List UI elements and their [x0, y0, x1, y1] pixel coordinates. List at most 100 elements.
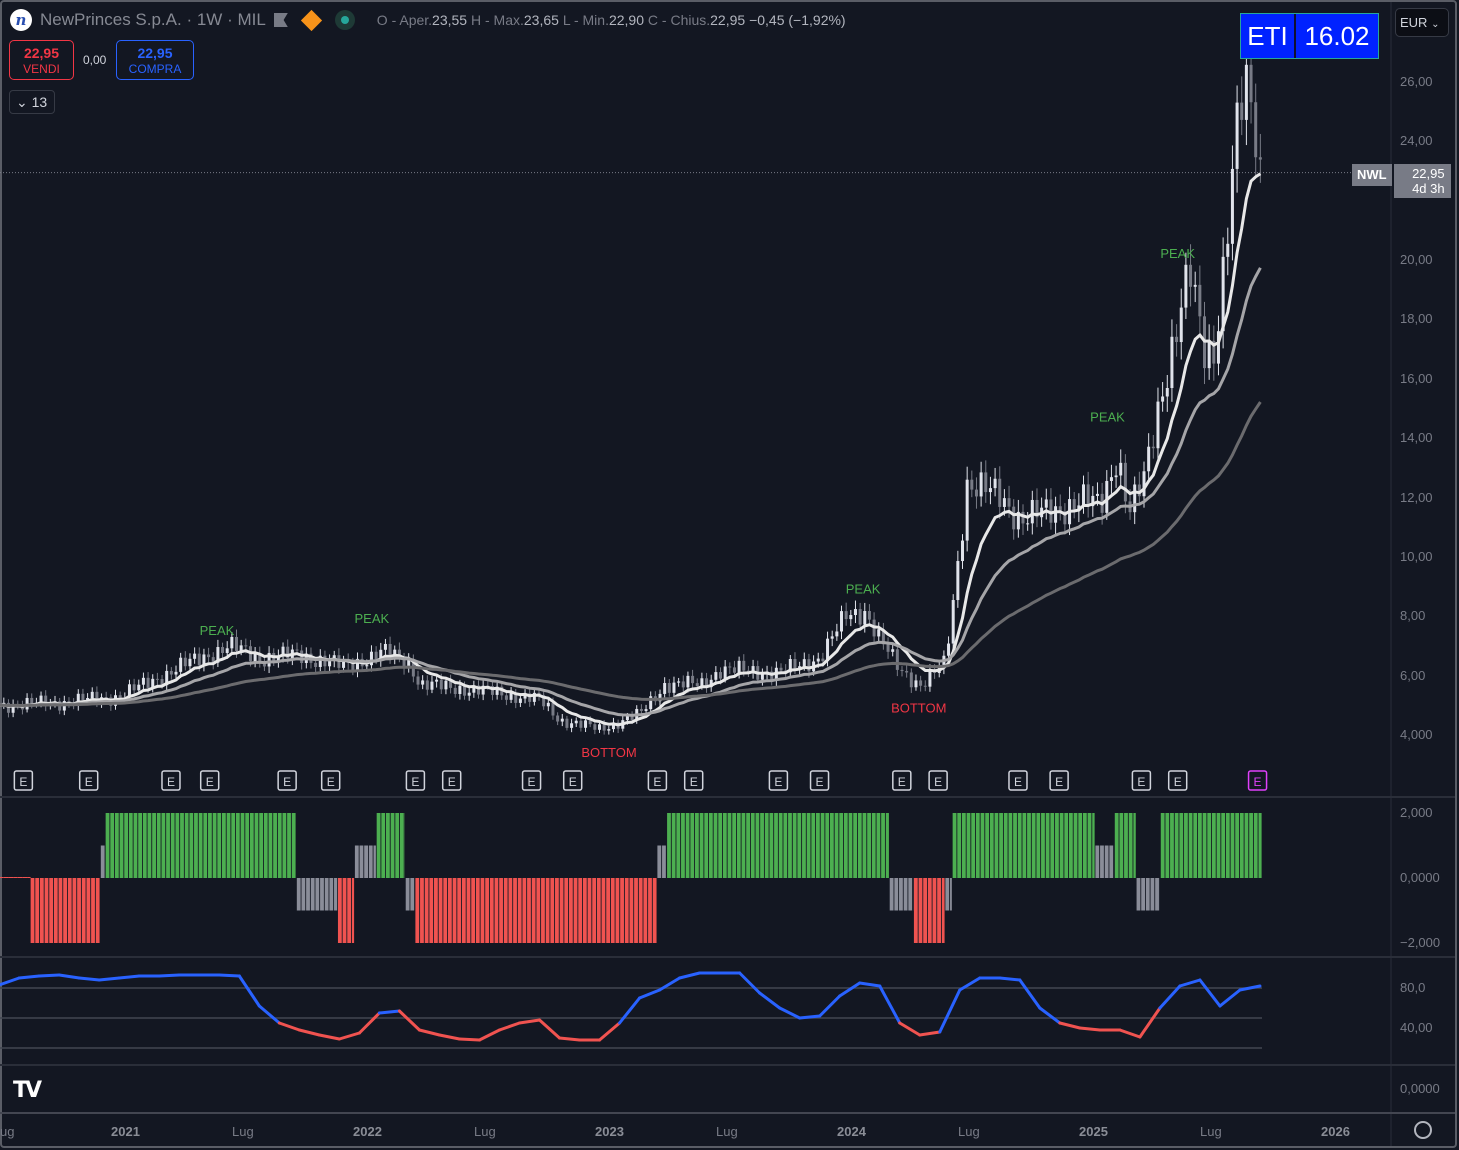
time-axis-label: Lug	[474, 1124, 496, 1139]
histogram-bar	[77, 878, 81, 943]
histogram-bar	[1045, 813, 1050, 878]
candle-body	[490, 686, 494, 695]
histogram-bar	[681, 813, 685, 878]
candle-body	[351, 662, 355, 672]
histogram-bar	[871, 813, 876, 878]
histogram-axis-label: 0,0000	[1400, 870, 1440, 885]
candle-body	[407, 659, 411, 669]
oscillator-segment	[618, 996, 642, 1025]
symbol-title[interactable]: NewPrinces S.p.A. · 1W · MIL	[40, 10, 266, 29]
histogram-bar	[876, 813, 881, 878]
histogram-bar	[499, 878, 503, 943]
histogram-bar	[67, 878, 72, 943]
settings-icon[interactable]	[1414, 1121, 1432, 1139]
candle-body	[737, 660, 741, 673]
oscillator-segment	[1038, 1006, 1062, 1025]
histogram-bar	[133, 813, 138, 878]
histogram-bar	[657, 845, 662, 878]
candle-body	[560, 718, 564, 722]
peak-label: PEAK	[354, 611, 389, 626]
histogram-bar	[1150, 878, 1155, 911]
candle-body	[802, 659, 806, 667]
earnings-marker	[1247, 770, 1268, 791]
histogram-bar	[662, 845, 666, 878]
histogram-bar	[610, 878, 615, 943]
peak-label: PEAK	[846, 581, 881, 596]
oscillator-segment	[217, 973, 241, 978]
histogram-bar	[359, 845, 364, 878]
candle-body	[127, 684, 131, 698]
oscillator-segment	[37, 973, 61, 978]
histogram-bar	[806, 813, 811, 878]
histogram-bar	[937, 878, 941, 943]
time-axis-label: Lug	[958, 1124, 980, 1139]
candle-body	[1091, 495, 1095, 507]
diamond-icon	[300, 9, 322, 31]
histogram-bar	[376, 813, 381, 878]
candle-body	[788, 658, 792, 673]
candle-body	[1230, 168, 1234, 244]
histogram-bar	[1211, 813, 1216, 878]
candle-body	[369, 651, 373, 666]
sell-button[interactable]: 22,95 VENDI	[9, 40, 74, 80]
candle-body	[751, 666, 755, 673]
candle-body	[1161, 396, 1165, 402]
candle-body	[602, 724, 606, 731]
buy-button[interactable]: 22,95 COMPRA	[116, 40, 194, 80]
candle-body	[1063, 511, 1067, 525]
oscillator-segment	[998, 976, 1022, 982]
oscillator-segment	[397, 1009, 421, 1032]
symbol-header: n NewPrinces S.p.A. · 1W · MIL O - Aper.…	[10, 9, 846, 31]
candle-body	[858, 609, 862, 625]
oscillator-segment	[758, 991, 782, 1010]
histogram-bar	[568, 878, 573, 943]
currency-selector[interactable]: EUR ⌄	[1395, 8, 1449, 37]
earnings-marker-label: E	[898, 775, 906, 789]
candle-body	[449, 680, 453, 688]
histogram-bar	[1216, 813, 1221, 878]
histogram-bar	[434, 878, 438, 943]
indicators-toggle[interactable]: ⌄ 13	[9, 90, 55, 114]
oscillator-segment	[798, 1014, 822, 1020]
histogram-bar	[1059, 813, 1064, 878]
histogram-bar	[894, 878, 899, 911]
candle-body	[1254, 102, 1258, 158]
oscillator-segment	[818, 994, 842, 1018]
candle-body	[504, 695, 508, 700]
oscillator-segment	[658, 976, 682, 992]
flag-icon[interactable]	[273, 13, 288, 27]
histogram-bar	[1119, 813, 1124, 878]
histogram-bar	[564, 878, 569, 943]
histogram-bar	[1230, 813, 1235, 878]
histogram-bar	[480, 878, 485, 943]
histogram-bar	[596, 878, 601, 943]
moving-average-medium	[0, 267, 1262, 717]
histogram-bar	[573, 878, 578, 943]
candle-body	[867, 611, 871, 620]
earnings-marker	[1049, 770, 1069, 791]
tradingview-logo[interactable]: TV	[13, 1078, 42, 1103]
earnings-marker	[13, 770, 34, 791]
candle-body	[76, 693, 80, 706]
histogram-bar	[354, 845, 359, 878]
candle-body	[393, 649, 397, 658]
chevron-down-icon: ⌄	[16, 94, 28, 110]
candle-body	[732, 667, 736, 673]
price-axis-label: 26,00	[1400, 74, 1433, 90]
earnings-marker	[521, 770, 542, 791]
oscillator-segment	[57, 973, 81, 980]
earnings-marker	[161, 770, 181, 791]
histogram-bar	[825, 813, 830, 878]
indicators-count: 13	[31, 94, 48, 110]
market-status-icon	[334, 10, 355, 30]
histogram-bar	[337, 878, 342, 943]
histogram-bar	[296, 878, 301, 911]
earnings-marker	[1131, 770, 1152, 791]
histogram-bar	[513, 878, 517, 943]
candle-body	[509, 692, 513, 700]
candle-body	[1258, 157, 1262, 160]
histogram-bar	[1114, 813, 1119, 878]
earnings-marker	[562, 770, 583, 791]
candle-body	[1244, 64, 1248, 120]
